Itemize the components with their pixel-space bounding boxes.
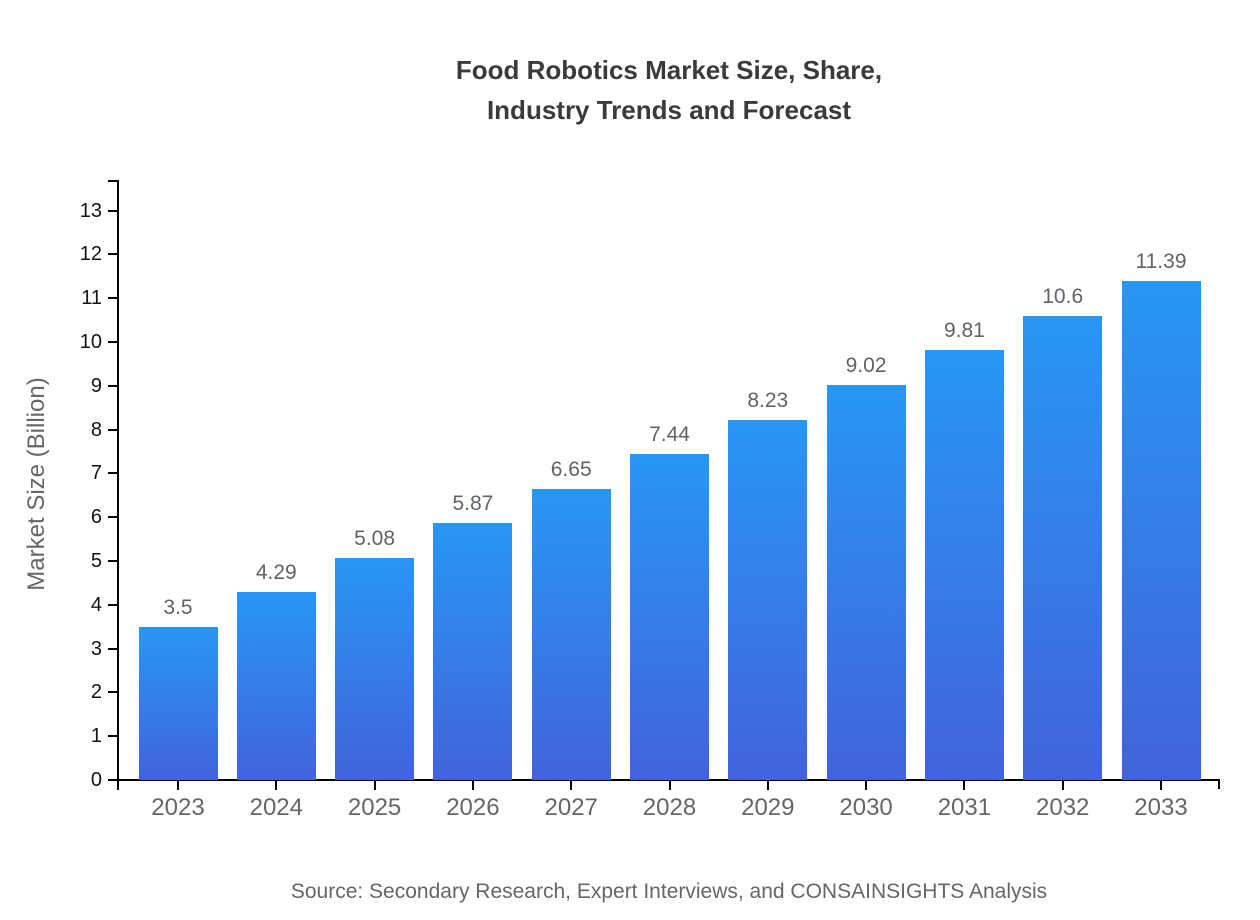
bar-value-label: 7.44 [649, 423, 690, 447]
plot-area: 0 1 2 3 4 5 6 7 8 9 10 11 12 13 3.5 2023 4.29 2024 5.08 202… [80, 180, 1220, 821]
x-tick-label: 2031 [937, 794, 992, 821]
x-tick [1160, 781, 1162, 790]
x-tick [570, 781, 573, 790]
bar [138, 626, 218, 780]
y-axis-line [117, 180, 119, 790]
x-tick [177, 781, 179, 790]
bar-value-label: 5.08 [354, 526, 396, 550]
y-tick [108, 779, 117, 781]
y-tick-label: 4 [90, 593, 102, 616]
bar [531, 488, 611, 780]
y-tick [108, 384, 117, 387]
x-tick-label: 2028 [642, 794, 697, 821]
x-tick-label: 2032 [1036, 794, 1090, 821]
bar [630, 454, 709, 780]
y-tick [108, 691, 117, 694]
y-tick [108, 735, 117, 738]
bar [826, 384, 906, 780]
x-tick-label: 2024 [249, 794, 303, 821]
x-tick [275, 781, 278, 790]
bar [924, 350, 1004, 780]
y-tick-label: 13 [79, 199, 102, 222]
x-tick [471, 781, 474, 790]
y-tick [108, 560, 117, 563]
x-tick [373, 781, 376, 790]
x-axis-end-cap [1218, 779, 1220, 789]
x-tick [963, 781, 966, 790]
y-tick-label: 8 [90, 418, 102, 441]
chart-title-line1: Food Robotics Market Size, Share, [455, 55, 883, 85]
y-tick [108, 341, 117, 344]
bar-value-label: 9.02 [845, 353, 887, 377]
y-axis-end-cap [108, 180, 118, 182]
x-tick [865, 781, 868, 790]
bar [335, 557, 415, 780]
y-tick [108, 297, 117, 300]
y-tick-label: 7 [90, 462, 102, 485]
bar [1121, 281, 1201, 780]
x-tick-label: 2033 [1134, 794, 1188, 821]
y-tick [108, 253, 117, 256]
y-tick-label: 5 [90, 550, 102, 573]
y-tick [108, 647, 117, 650]
x-tick [668, 781, 671, 790]
bar [728, 419, 808, 780]
y-tick-label: 1 [90, 725, 102, 748]
bar-value-label: 5.87 [452, 491, 494, 515]
bar [236, 592, 316, 780]
bar-value-label: 11.39 [1135, 250, 1187, 274]
y-tick-label: 9 [90, 374, 102, 397]
y-tick-label: 0 [90, 769, 102, 791]
y-tick-label: 12 [79, 243, 102, 266]
y-tick [108, 603, 117, 606]
x-tick-label: 2029 [741, 794, 795, 821]
chart-title: Food Robotics Market Size, Share, Indust… [118, 50, 1220, 130]
x-tick-label: 2025 [347, 794, 402, 821]
y-tick [108, 209, 117, 212]
bar-value-label: 3.5 [163, 595, 193, 619]
chart-title-line2: Industry Trends and Forecast [486, 95, 852, 125]
bar [433, 522, 513, 780]
bar-value-label: 8.23 [747, 388, 789, 412]
bar-value-label: 9.81 [943, 319, 985, 343]
y-tick [108, 472, 117, 475]
x-tick-label: 2026 [446, 794, 500, 821]
x-tick-label: 2023 [151, 794, 205, 821]
y-tick [108, 516, 117, 519]
y-tick-label: 3 [90, 637, 102, 660]
y-tick-label: 10 [79, 331, 102, 354]
x-tick-label: 2030 [839, 794, 893, 821]
bar [1023, 315, 1103, 780]
bar-value-label: 10.6 [1042, 284, 1084, 308]
x-axis-line [108, 779, 1220, 781]
source-note: Source: Secondary Research, Expert Inter… [290, 880, 1048, 903]
y-tick-label: 2 [90, 681, 102, 704]
y-tick-label: 11 [81, 287, 102, 310]
x-tick [1061, 781, 1064, 790]
bar-value-label: 6.65 [550, 457, 592, 481]
x-tick-label: 2027 [544, 794, 598, 821]
bar-value-label: 4.29 [255, 561, 297, 585]
x-tick [766, 781, 769, 790]
y-tick [108, 428, 117, 431]
y-tick-label: 6 [90, 506, 102, 529]
